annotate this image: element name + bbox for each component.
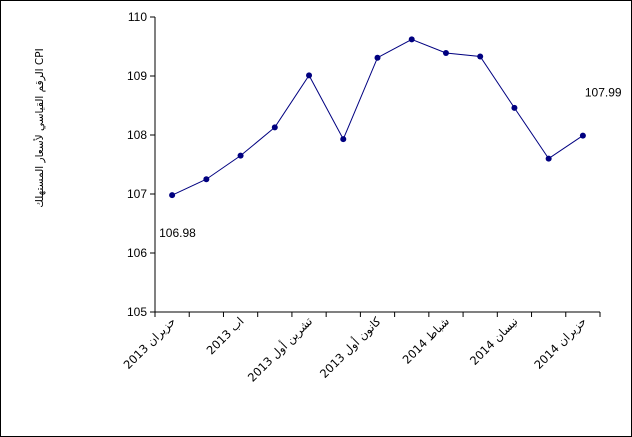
x-tick-label: اب 2013 — [204, 314, 247, 357]
data-point — [477, 53, 484, 60]
data-label: 106.98 — [159, 226, 196, 240]
x-tick-label: نيسان 2014 — [467, 314, 521, 368]
data-point — [203, 176, 210, 183]
y-tick-label: 110 — [128, 10, 147, 24]
data-annotations: 106.98 107.99 — [159, 86, 622, 241]
data-point — [511, 104, 518, 111]
x-tick-label: كانون أول 2013 — [316, 313, 384, 381]
data-label: 107.99 — [585, 86, 622, 100]
data-point — [408, 36, 415, 43]
series-line — [171, 38, 584, 196]
y-tick-label: 109 — [127, 69, 147, 83]
data-point — [374, 54, 381, 61]
y-tick-label: 106 — [127, 246, 147, 260]
data-point — [237, 152, 244, 159]
series-cpi — [169, 36, 586, 199]
data-point — [545, 155, 552, 162]
y-tick-label: 108 — [127, 128, 147, 142]
y-tick-label: 107 — [127, 187, 147, 201]
data-point — [340, 136, 347, 143]
x-tick-label: حزيران 2014 — [531, 314, 589, 372]
data-point — [442, 49, 449, 56]
data-point — [306, 72, 313, 79]
x-tick-label: حزيران 2013 — [121, 314, 179, 372]
data-point — [169, 192, 176, 199]
data-point — [271, 124, 278, 131]
x-tick-label: شباط 2014 — [400, 314, 452, 366]
x-tick-label: تشرين أول 2013 — [244, 314, 316, 386]
y-axis: 105 106 107 108 109 110 — [127, 10, 156, 319]
data-point — [579, 132, 586, 139]
y-tick-label: 105 — [127, 305, 147, 319]
y-axis-title: الرقم القياسي لأسعار المستهلك CPI — [33, 48, 46, 207]
